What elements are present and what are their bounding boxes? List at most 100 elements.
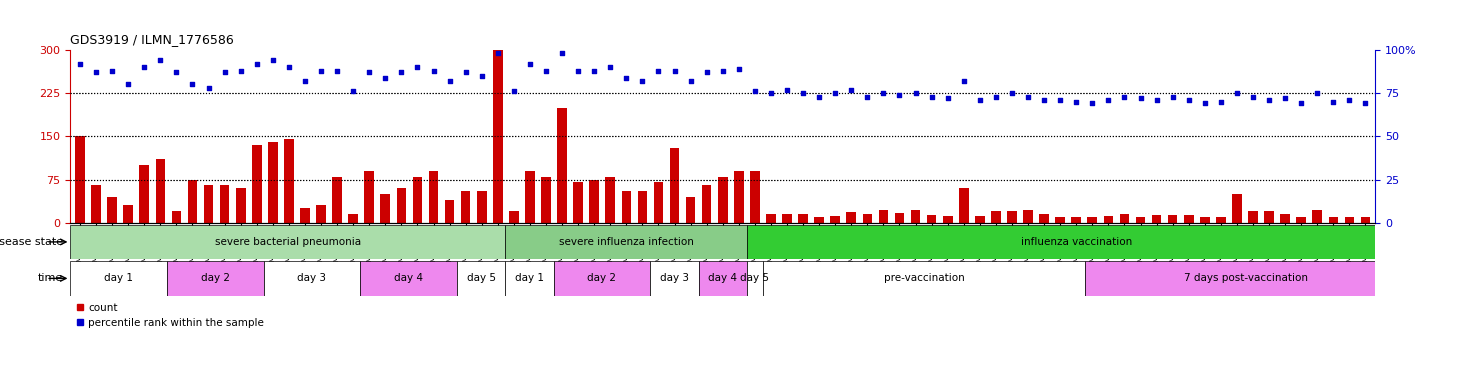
Text: influenza vaccination: influenza vaccination [1022,237,1133,247]
Text: day 1: day 1 [104,273,133,283]
Bar [991,211,1001,223]
Bar [1231,194,1242,223]
Point [663,68,686,74]
Bar [746,225,1407,259]
Bar [506,225,746,259]
Point [888,92,912,98]
Point [164,70,188,76]
Bar [943,216,953,223]
Point [1274,95,1297,101]
Point [951,78,975,84]
Bar [573,182,583,223]
Bar [767,214,776,223]
Point [148,57,172,63]
Point [325,68,349,74]
Text: day 2: day 2 [588,273,616,283]
Bar [1039,214,1050,223]
Text: time: time [38,273,63,283]
Bar [651,261,699,296]
Point [935,95,959,101]
Bar [525,171,535,223]
Point [1177,97,1201,103]
Point [1032,97,1056,103]
Bar [862,214,872,223]
Bar [654,182,663,223]
Bar [397,188,406,223]
Point [1290,101,1314,107]
Bar [1088,217,1097,223]
Point [695,70,718,76]
Point [438,78,462,84]
Legend: count, percentile rank within the sample: count, percentile rank within the sample [76,303,264,328]
Bar [894,213,905,223]
Bar [349,214,358,223]
Point [582,68,605,74]
Point [503,88,526,94]
Point [872,90,896,96]
Point [1064,99,1088,105]
Point [968,97,991,103]
Point [196,85,220,91]
Point [984,94,1007,100]
Bar [702,185,711,223]
Bar [1007,211,1017,223]
Bar [139,165,150,223]
Bar [670,148,679,223]
Text: day 1: day 1 [515,273,544,283]
Bar [381,194,390,223]
Bar [444,200,454,223]
Point [905,90,928,96]
Point [180,81,204,88]
Bar [428,171,438,223]
Bar [1152,215,1161,223]
Point [245,61,268,67]
Bar [1072,217,1080,223]
Text: day 5: day 5 [466,273,496,283]
Bar [155,159,166,223]
Point [85,70,108,76]
Point [808,94,831,100]
Text: 7 days post-vaccination: 7 days post-vaccination [1185,273,1308,283]
Point [1322,99,1346,105]
Bar [460,191,471,223]
Bar [622,191,632,223]
Point [840,87,863,93]
Bar [1185,215,1193,223]
Bar [686,197,695,223]
Bar [557,108,567,223]
Bar [107,197,117,223]
Bar [220,185,230,223]
Point [759,90,783,96]
Text: GDS3919 / ILMN_1776586: GDS3919 / ILMN_1776586 [70,33,235,46]
Point [229,68,252,74]
Bar [457,261,506,296]
Point [69,61,92,67]
Bar [301,208,309,223]
Bar [476,191,487,223]
Bar [317,205,325,223]
Bar [1328,217,1338,223]
Point [792,90,815,96]
Point [1048,97,1072,103]
Bar [846,212,856,223]
Bar [1168,215,1177,223]
Bar [1280,214,1290,223]
Point [454,70,478,76]
Bar [699,261,746,296]
Point [1113,94,1136,100]
Point [1097,97,1120,103]
Bar [814,217,824,223]
Text: day 4: day 4 [394,273,424,283]
Bar [1056,217,1064,223]
Point [566,68,589,74]
Point [919,94,943,100]
Point [630,78,654,84]
Bar [1085,261,1407,296]
Point [727,66,751,72]
Bar [541,177,551,223]
Point [471,73,494,79]
Point [261,57,284,63]
Bar [509,211,519,223]
Point [1258,97,1281,103]
Point [856,94,880,100]
